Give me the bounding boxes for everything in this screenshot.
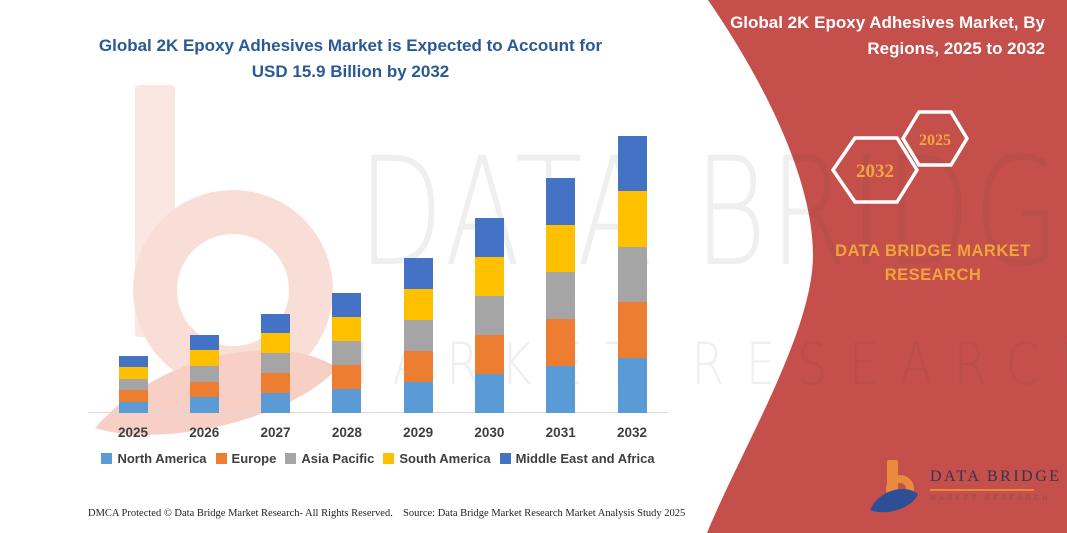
chart-title: Global 2K Epoxy Adhesives Market is Expe… (88, 33, 613, 86)
bar-segment-middle-east-and-africa (474, 218, 504, 257)
legend-swatch-icon (101, 453, 113, 464)
bar-segment-north-america (189, 397, 219, 413)
x-axis-label-2030: 2030 (474, 425, 505, 440)
footer-source-text: Source: Data Bridge Market Research Mark… (403, 508, 686, 519)
bar-segment-middle-east-and-africa (617, 136, 647, 192)
bar-segment-europe (261, 373, 291, 394)
bar-segment-north-america (403, 382, 433, 413)
bar-segment-asia-pacific (332, 341, 362, 365)
chart-legend: North America Europe Asia Pacific South Ame… (83, 451, 673, 466)
bar-segment-middle-east-and-africa (118, 355, 148, 367)
brand-logo-b-icon (870, 460, 918, 513)
bar-segment-asia-pacific (474, 296, 504, 335)
legend-swatch-icon (499, 453, 511, 464)
x-axis-label-2029: 2029 (403, 425, 434, 440)
bar-segment-asia-pacific (617, 246, 647, 303)
stacked-bar-2026 (189, 334, 219, 413)
x-axis-label-2026: 2026 (189, 425, 220, 440)
bar-segment-north-america (261, 393, 291, 413)
bar-segment-europe (546, 319, 576, 366)
footer-dmca-text: DMCA Protected © Data Bridge Market Rese… (88, 508, 393, 519)
bar-segment-south-america (546, 225, 576, 272)
brand-logo-underline (930, 489, 1034, 491)
stacked-bar-2028 (332, 293, 362, 413)
legend-item-middle-east-and-africa: Middle East and Africa (499, 451, 655, 466)
bar-segment-asia-pacific (261, 353, 291, 374)
x-axis-label-2031: 2031 (545, 425, 576, 440)
legend-label: South America (399, 451, 491, 466)
bar-segment-north-america (546, 366, 576, 413)
brand-logo: DATA BRIDGE MARKET RESEARCH (868, 452, 1059, 518)
legend-swatch-icon (383, 453, 395, 464)
bar-segment-middle-east-and-africa (189, 334, 219, 351)
stacked-bar-2025 (118, 355, 148, 413)
bar-segment-europe (189, 381, 219, 398)
bar-segment-middle-east-and-africa (546, 178, 576, 225)
hexagon-2025-icon: 2025 (900, 110, 970, 167)
legend-item-asia-pacific: Asia Pacific (285, 451, 374, 466)
bar-segment-middle-east-and-africa (261, 313, 291, 334)
brand-logo-tagline: MARKET RESEARCH (930, 495, 1051, 502)
bar-segment-europe (403, 351, 433, 382)
legend-item-north-america: North America (101, 451, 207, 466)
x-axis-label-2028: 2028 (331, 425, 362, 440)
legend-item-south-america: South America (383, 451, 491, 466)
bar-segment-north-america (474, 374, 504, 413)
stacked-bar-2031 (546, 178, 576, 413)
stacked-bar-2030 (474, 218, 504, 413)
panel-brand-line1: DATA BRIDGE MARKET (835, 242, 1031, 260)
bar-segment-south-america (261, 333, 291, 354)
x-axis-line (88, 412, 668, 413)
stacked-bar-2029 (403, 258, 433, 413)
bar-segment-asia-pacific (403, 320, 433, 351)
bar-segment-europe (118, 390, 148, 402)
stacked-bar-2027 (261, 313, 291, 413)
legend-label: North America (117, 451, 207, 466)
bar-segment-south-america (332, 317, 362, 341)
stacked-bar-2032 (617, 136, 647, 413)
bar-segment-asia-pacific (546, 272, 576, 319)
panel-brand-text: DATA BRIDGE MARKET RESEARCH (788, 240, 1067, 288)
legend-swatch-icon (285, 453, 297, 464)
hexagon-2032-label: 2032 (856, 161, 894, 182)
panel-brand-line2: RESEARCH (884, 265, 982, 284)
x-axis-label-2025: 2025 (117, 425, 149, 440)
bar-segment-asia-pacific (118, 378, 148, 390)
bar-segment-europe (474, 335, 504, 374)
x-axis-label-2027: 2027 (260, 425, 291, 440)
bar-segment-north-america (118, 401, 148, 413)
bar-segment-north-america (617, 357, 647, 413)
bar-segment-europe (617, 302, 647, 358)
bar-segment-middle-east-and-africa (332, 293, 362, 317)
bar-segment-south-america (403, 289, 433, 320)
bar-segment-middle-east-and-africa (403, 258, 433, 289)
x-axis-label-2032: 2032 (616, 425, 648, 440)
chart-title-line2: USD 15.9 Billion by 2032 (251, 62, 450, 82)
panel-title: Global 2K Epoxy Adhesives Market, By Reg… (730, 13, 1045, 58)
bar-segment-south-america (189, 350, 219, 366)
brand-logo-name: DATA BRIDGE (930, 468, 1062, 485)
hexagon-2025-label: 2025 (919, 132, 951, 149)
bar-segment-asia-pacific (189, 365, 219, 382)
legend-item-europe: Europe (215, 451, 277, 466)
legend-swatch-icon (215, 453, 227, 464)
bar-segment-south-america (474, 257, 504, 296)
year-hexagons: 2032 2025 (830, 110, 970, 204)
legend-label: Europe (231, 451, 277, 466)
bar-segment-europe (332, 365, 362, 389)
bar-segment-south-america (118, 367, 148, 379)
bar-segment-south-america (617, 191, 647, 247)
bar-segment-north-america (332, 389, 362, 413)
chart-title-line1: Global 2K Epoxy Adhesives Market is Expe… (98, 36, 603, 55)
hexagon-2032-icon: 2032 (830, 136, 920, 204)
legend-label: Middle East and Africa (515, 451, 655, 466)
legend-label: Asia Pacific (301, 451, 375, 466)
